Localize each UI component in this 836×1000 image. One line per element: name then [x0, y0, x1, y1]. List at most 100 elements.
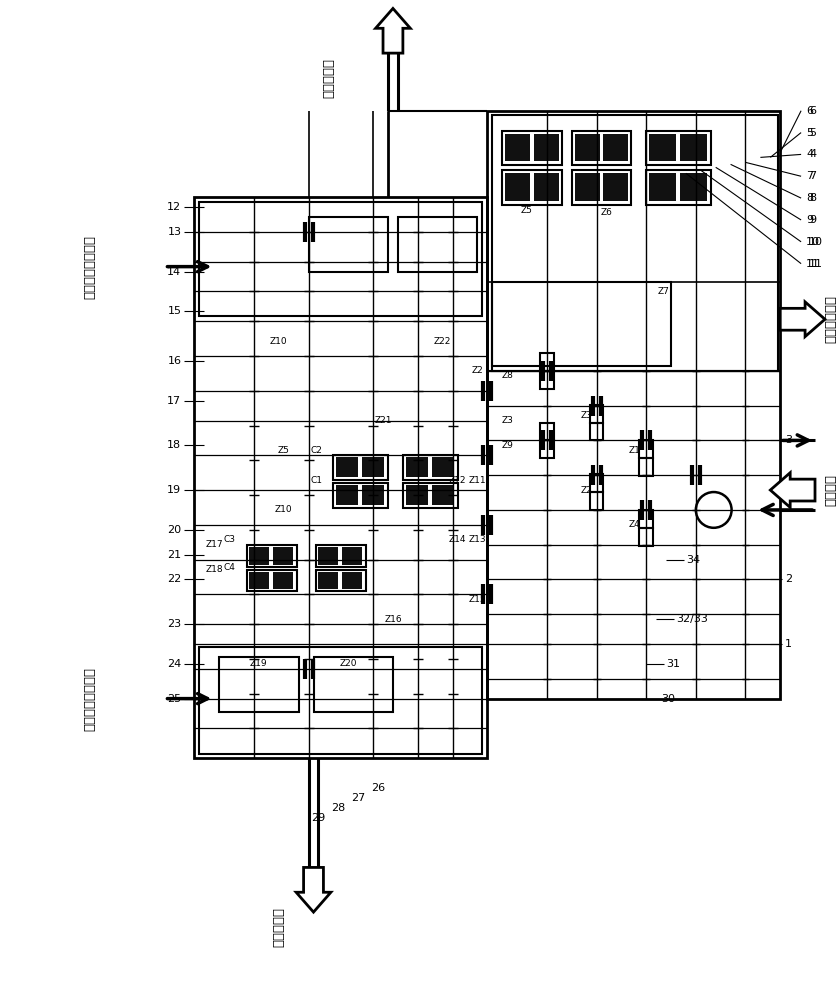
Text: 11: 11: [806, 259, 820, 269]
Bar: [640, 458, 653, 476]
Bar: [403, 483, 457, 508]
Text: 20: 20: [167, 525, 181, 535]
Bar: [317, 545, 366, 567]
Text: 25: 25: [167, 694, 181, 704]
Text: 8: 8: [809, 193, 816, 203]
Text: 7: 7: [806, 171, 813, 181]
Text: 7: 7: [809, 171, 816, 181]
Bar: [646, 170, 711, 205]
Text: 右解房向动力输入: 右解房向动力输入: [84, 235, 97, 299]
Text: 22: 22: [167, 574, 181, 584]
Bar: [574, 173, 599, 201]
Text: 11: 11: [809, 259, 823, 269]
Bar: [589, 492, 604, 510]
Bar: [534, 134, 558, 161]
Bar: [534, 173, 558, 201]
Text: C2: C2: [310, 446, 323, 455]
Bar: [431, 457, 454, 477]
Bar: [336, 457, 358, 477]
Text: 19: 19: [167, 485, 181, 495]
Text: 10: 10: [806, 237, 820, 247]
Text: Z12: Z12: [449, 476, 466, 485]
Bar: [492, 282, 671, 366]
Text: Z22: Z22: [434, 337, 451, 346]
Bar: [540, 423, 553, 440]
Bar: [219, 657, 298, 712]
Text: 17: 17: [167, 396, 181, 406]
Bar: [680, 134, 706, 161]
Text: Z19: Z19: [250, 659, 268, 668]
Text: 10: 10: [809, 237, 823, 247]
Text: 34: 34: [686, 555, 700, 565]
Text: Z8: Z8: [502, 371, 513, 380]
Text: Z21: Z21: [375, 416, 392, 425]
Text: 23: 23: [167, 619, 181, 629]
Bar: [589, 474, 604, 492]
Text: 28: 28: [331, 803, 345, 813]
Text: 9: 9: [809, 215, 816, 225]
Text: C1: C1: [310, 476, 323, 485]
Text: 3: 3: [785, 435, 793, 445]
Bar: [334, 483, 388, 508]
Text: 5: 5: [806, 128, 813, 138]
Bar: [650, 173, 676, 201]
Bar: [362, 457, 384, 477]
Bar: [540, 353, 553, 371]
Text: C3: C3: [223, 535, 235, 544]
Bar: [249, 547, 269, 565]
Text: 5: 5: [809, 128, 816, 138]
Bar: [273, 572, 293, 589]
Bar: [431, 485, 454, 505]
Text: Z20: Z20: [339, 659, 357, 668]
Bar: [362, 485, 384, 505]
Text: 16: 16: [167, 356, 181, 366]
Text: Z7: Z7: [658, 287, 670, 296]
Text: 8: 8: [806, 193, 813, 203]
Bar: [194, 197, 487, 758]
Text: Z3: Z3: [502, 416, 513, 425]
Text: 15: 15: [167, 306, 181, 316]
Bar: [572, 170, 631, 205]
Bar: [336, 485, 358, 505]
Text: 6: 6: [806, 106, 813, 116]
Bar: [502, 131, 562, 165]
Bar: [680, 173, 706, 201]
Text: 21: 21: [167, 550, 181, 560]
Bar: [604, 134, 629, 161]
Bar: [650, 134, 676, 161]
Bar: [640, 440, 653, 458]
Text: 左动力输出: 左动力输出: [273, 907, 285, 947]
Bar: [342, 572, 362, 589]
Text: 右动力输出: 右动力输出: [322, 58, 335, 98]
Bar: [604, 173, 629, 201]
Text: 13: 13: [167, 227, 181, 237]
Text: Z10: Z10: [275, 505, 293, 514]
Bar: [247, 570, 297, 591]
FancyArrow shape: [780, 302, 825, 337]
Bar: [342, 547, 362, 565]
Text: 18: 18: [167, 440, 181, 450]
Text: Z9: Z9: [502, 441, 513, 450]
Bar: [502, 170, 562, 205]
FancyArrow shape: [375, 8, 410, 53]
Bar: [314, 657, 393, 712]
Text: 2: 2: [785, 574, 793, 584]
Bar: [398, 217, 477, 272]
Text: 动力输入: 动力输入: [824, 474, 836, 506]
Text: Z5: Z5: [278, 446, 289, 455]
Bar: [574, 134, 599, 161]
Text: Z15: Z15: [468, 595, 487, 604]
Bar: [640, 528, 653, 546]
Text: Z11: Z11: [468, 476, 487, 485]
Text: 9: 9: [806, 215, 813, 225]
Bar: [589, 423, 604, 440]
Bar: [589, 405, 604, 423]
Bar: [319, 572, 339, 589]
Bar: [273, 547, 293, 565]
Text: Z4: Z4: [629, 520, 640, 529]
Text: Z2: Z2: [472, 366, 483, 375]
Bar: [505, 134, 530, 161]
Text: 12: 12: [167, 202, 181, 212]
Text: 30: 30: [661, 694, 675, 704]
Text: Z18: Z18: [206, 565, 223, 574]
